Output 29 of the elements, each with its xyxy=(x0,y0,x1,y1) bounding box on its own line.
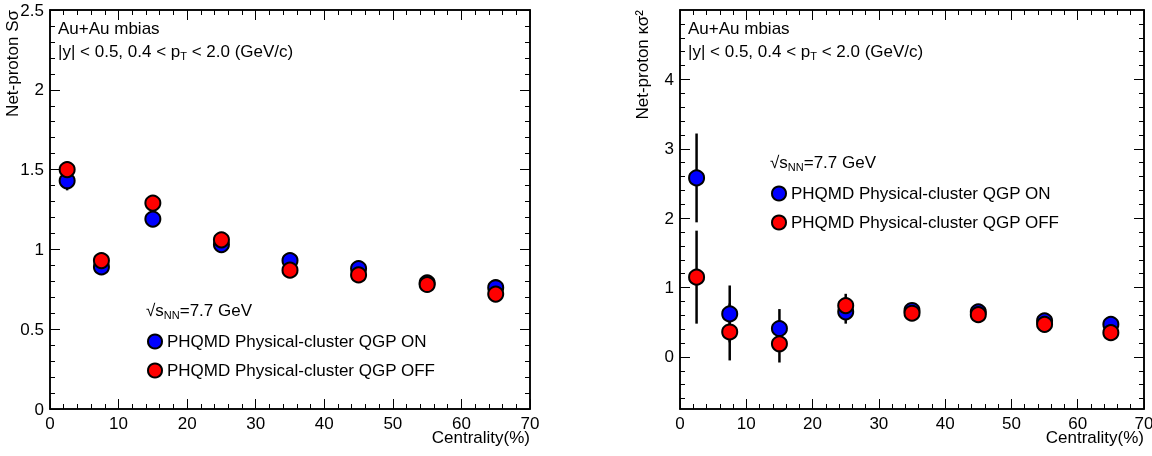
y-tick-label: 0 xyxy=(34,399,44,419)
legend-label: PHQMD Physical-cluster QGP OFF xyxy=(167,361,435,380)
x-tick-label: 20 xyxy=(177,414,197,433)
y-tick-label: 2 xyxy=(664,208,674,228)
y-tick-label: 3 xyxy=(664,139,674,159)
legend-label: PHQMD Physical-cluster QGP ON xyxy=(791,184,1051,203)
y-tick-label: 2 xyxy=(34,80,44,100)
x-tick-label: 30 xyxy=(246,414,266,433)
y-tick-label: 4 xyxy=(664,69,674,89)
x-tick-label: 50 xyxy=(1001,414,1021,433)
y-tick-label: 0.5 xyxy=(20,319,44,339)
y-tick-label: 2.5 xyxy=(20,0,44,20)
legend-label: PHQMD Physical-cluster QGP OFF xyxy=(791,213,1059,232)
y-tick-label: 1 xyxy=(34,239,44,259)
y-tick-label: 1 xyxy=(664,278,674,298)
y-axis-title: Net-proton Sσ xyxy=(2,9,22,117)
y-tick-label: 0 xyxy=(664,347,674,367)
x-tick-label: 40 xyxy=(935,414,955,433)
x-tick-label: 40 xyxy=(314,414,334,433)
y-axis-title: Net-proton κσ² xyxy=(632,9,652,120)
x-tick-label: 10 xyxy=(109,414,129,433)
annotation: Au+Au mbias xyxy=(688,19,790,38)
legend-label: PHQMD Physical-cluster QGP ON xyxy=(167,332,427,351)
x-tick-label: 20 xyxy=(803,414,823,433)
x-tick-label: 10 xyxy=(736,414,756,433)
x-tick-label: 30 xyxy=(869,414,889,433)
annotation: Au+Au mbias xyxy=(58,19,160,38)
y-tick-label: 1.5 xyxy=(20,160,44,180)
x-tick-label: 50 xyxy=(383,414,403,433)
